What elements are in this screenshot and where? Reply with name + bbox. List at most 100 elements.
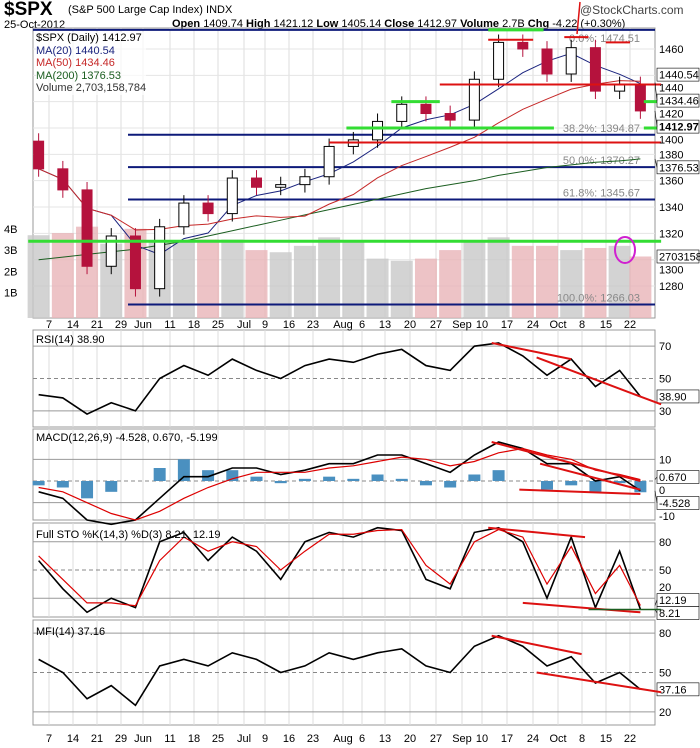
volume-bar [487,237,510,318]
indicator-last-3-0-pointer [654,599,658,606]
macd-histogram-bar [226,470,239,481]
x-tick-label: 14 [67,319,79,331]
volume-bar [608,245,631,318]
x-tick-label-bottom: 7 [46,733,52,745]
indicator-last-2-1-pointer [654,490,658,504]
x-tick-label-bottom: 14 [67,733,79,745]
trend-line [536,356,662,406]
macd-histogram-bar [274,481,287,484]
macd-histogram-bar [250,476,263,481]
indicator-tick: 50 [659,565,671,577]
x-tick-label-bottom: 15 [600,733,612,745]
x-tick-label: 22 [624,319,636,331]
low-value: 1405.14 [341,18,382,30]
trend-line [491,341,572,361]
indicator-tick: 0 [659,485,665,497]
volume-bar [245,250,268,318]
volume-bar [463,241,486,318]
candle-body [468,78,480,121]
indicator-line-0 [38,634,641,707]
indicator-tick: 30 [659,406,671,418]
trend-line [522,601,641,614]
candle-body [565,47,577,75]
x-tick-label: 6 [359,319,365,331]
candle-body [541,48,553,75]
x-tick-label: Jul [237,319,251,331]
x-tick-label-bottom: Sep [452,733,472,745]
macd-histogram-bar [492,470,505,481]
x-tick-label: 21 [91,319,103,331]
trend-line [491,634,582,656]
chg-value: -4.22 (+0.30%) [552,18,626,30]
candle-body [493,41,505,80]
index-name: (S&P 500 Large Cap Index) INDX [68,4,232,16]
x-tick-label: 25 [212,319,224,331]
x-tick-label: 7 [46,319,52,331]
candle-body [154,226,166,290]
x-tick-label-bottom: Jun [134,733,152,745]
macd-histogram-bar [634,481,647,493]
x-tick-label-bottom: 8 [579,733,585,745]
x-tick-label-bottom: 16 [283,733,295,745]
x-tick-label: 15 [600,319,612,331]
volume-bar [629,256,652,318]
annotation-arrow [576,1,581,35]
macd-histogram-bar [81,481,94,499]
x-tick-label: Sep [452,319,472,331]
volume-bar [560,250,583,318]
indicator-last-2-0-pointer [654,476,658,480]
x-tick-label: Oct [549,319,566,331]
symbol: $SPX [4,0,53,20]
volume-bar [439,250,462,318]
macd-histogram-bar [32,481,45,486]
legend: $SPX (Daily) 1412.97 MA(20) 1440.54 MA(5… [36,32,147,95]
volume-last-box [656,249,700,264]
trend-line [491,441,641,482]
macd-histogram-bar [541,481,553,490]
volume-highlight-circle [614,236,636,264]
ma20-last-box [656,67,700,82]
x-tick-label-bottom: 25 [212,733,224,745]
indicator-last-1-0: 38.90 [659,391,687,403]
candle-body [420,103,432,115]
fib-label: 38.2%: 1394.87 [563,123,640,135]
candle-body [202,202,214,215]
close-label: Close [384,18,415,30]
open-value: 1409.74 [203,18,243,30]
trend-line [536,671,662,694]
macd-histogram-bar [56,481,69,488]
indicator-last-1-0-box [656,389,700,404]
indicator-tick: 80 [659,537,671,549]
x-tick-label-bottom: Oct [549,733,566,745]
candle-body [81,189,93,267]
volume-bar [221,239,244,318]
trend-line [519,488,641,495]
volume-last: 2703158 [659,251,700,263]
indicator-line-0 [38,342,642,415]
ma20-last: 1440.54 [659,70,699,82]
candle-body [57,168,69,191]
x-tick-label-bottom: 13 [379,733,391,745]
candle-body [251,177,262,188]
volume-bar [27,235,50,318]
macd-histogram-bar [202,470,215,481]
macd-title: MACD(12,26,9) -4.528, 0.670, -5.199 [36,432,218,444]
indicator-tick: 50 [659,374,671,386]
ohlc-summary: Open 1409.74 High 1421.12 Low 1405.14 Cl… [172,18,625,30]
macd-histogram-bar [153,468,166,481]
candle-body [299,176,311,186]
volume-bar [318,237,341,318]
trend-line [488,526,586,539]
fib-label: 100.0%: 1266.03 [557,292,640,304]
indicator-tick: 10 [659,454,671,466]
ma200-last: 1376.53 [659,162,699,174]
candle-body [129,235,141,290]
x-tick-label-bottom: 10 [476,733,488,745]
rsi-title: RSI(14) 38.90 [36,334,105,346]
trend-line [539,462,641,491]
price-tick: 1360 [659,176,683,188]
macd-histogram-bar [105,481,118,492]
indicator-tick: 50 [659,668,671,680]
indicator-tick: -10 [659,511,675,523]
